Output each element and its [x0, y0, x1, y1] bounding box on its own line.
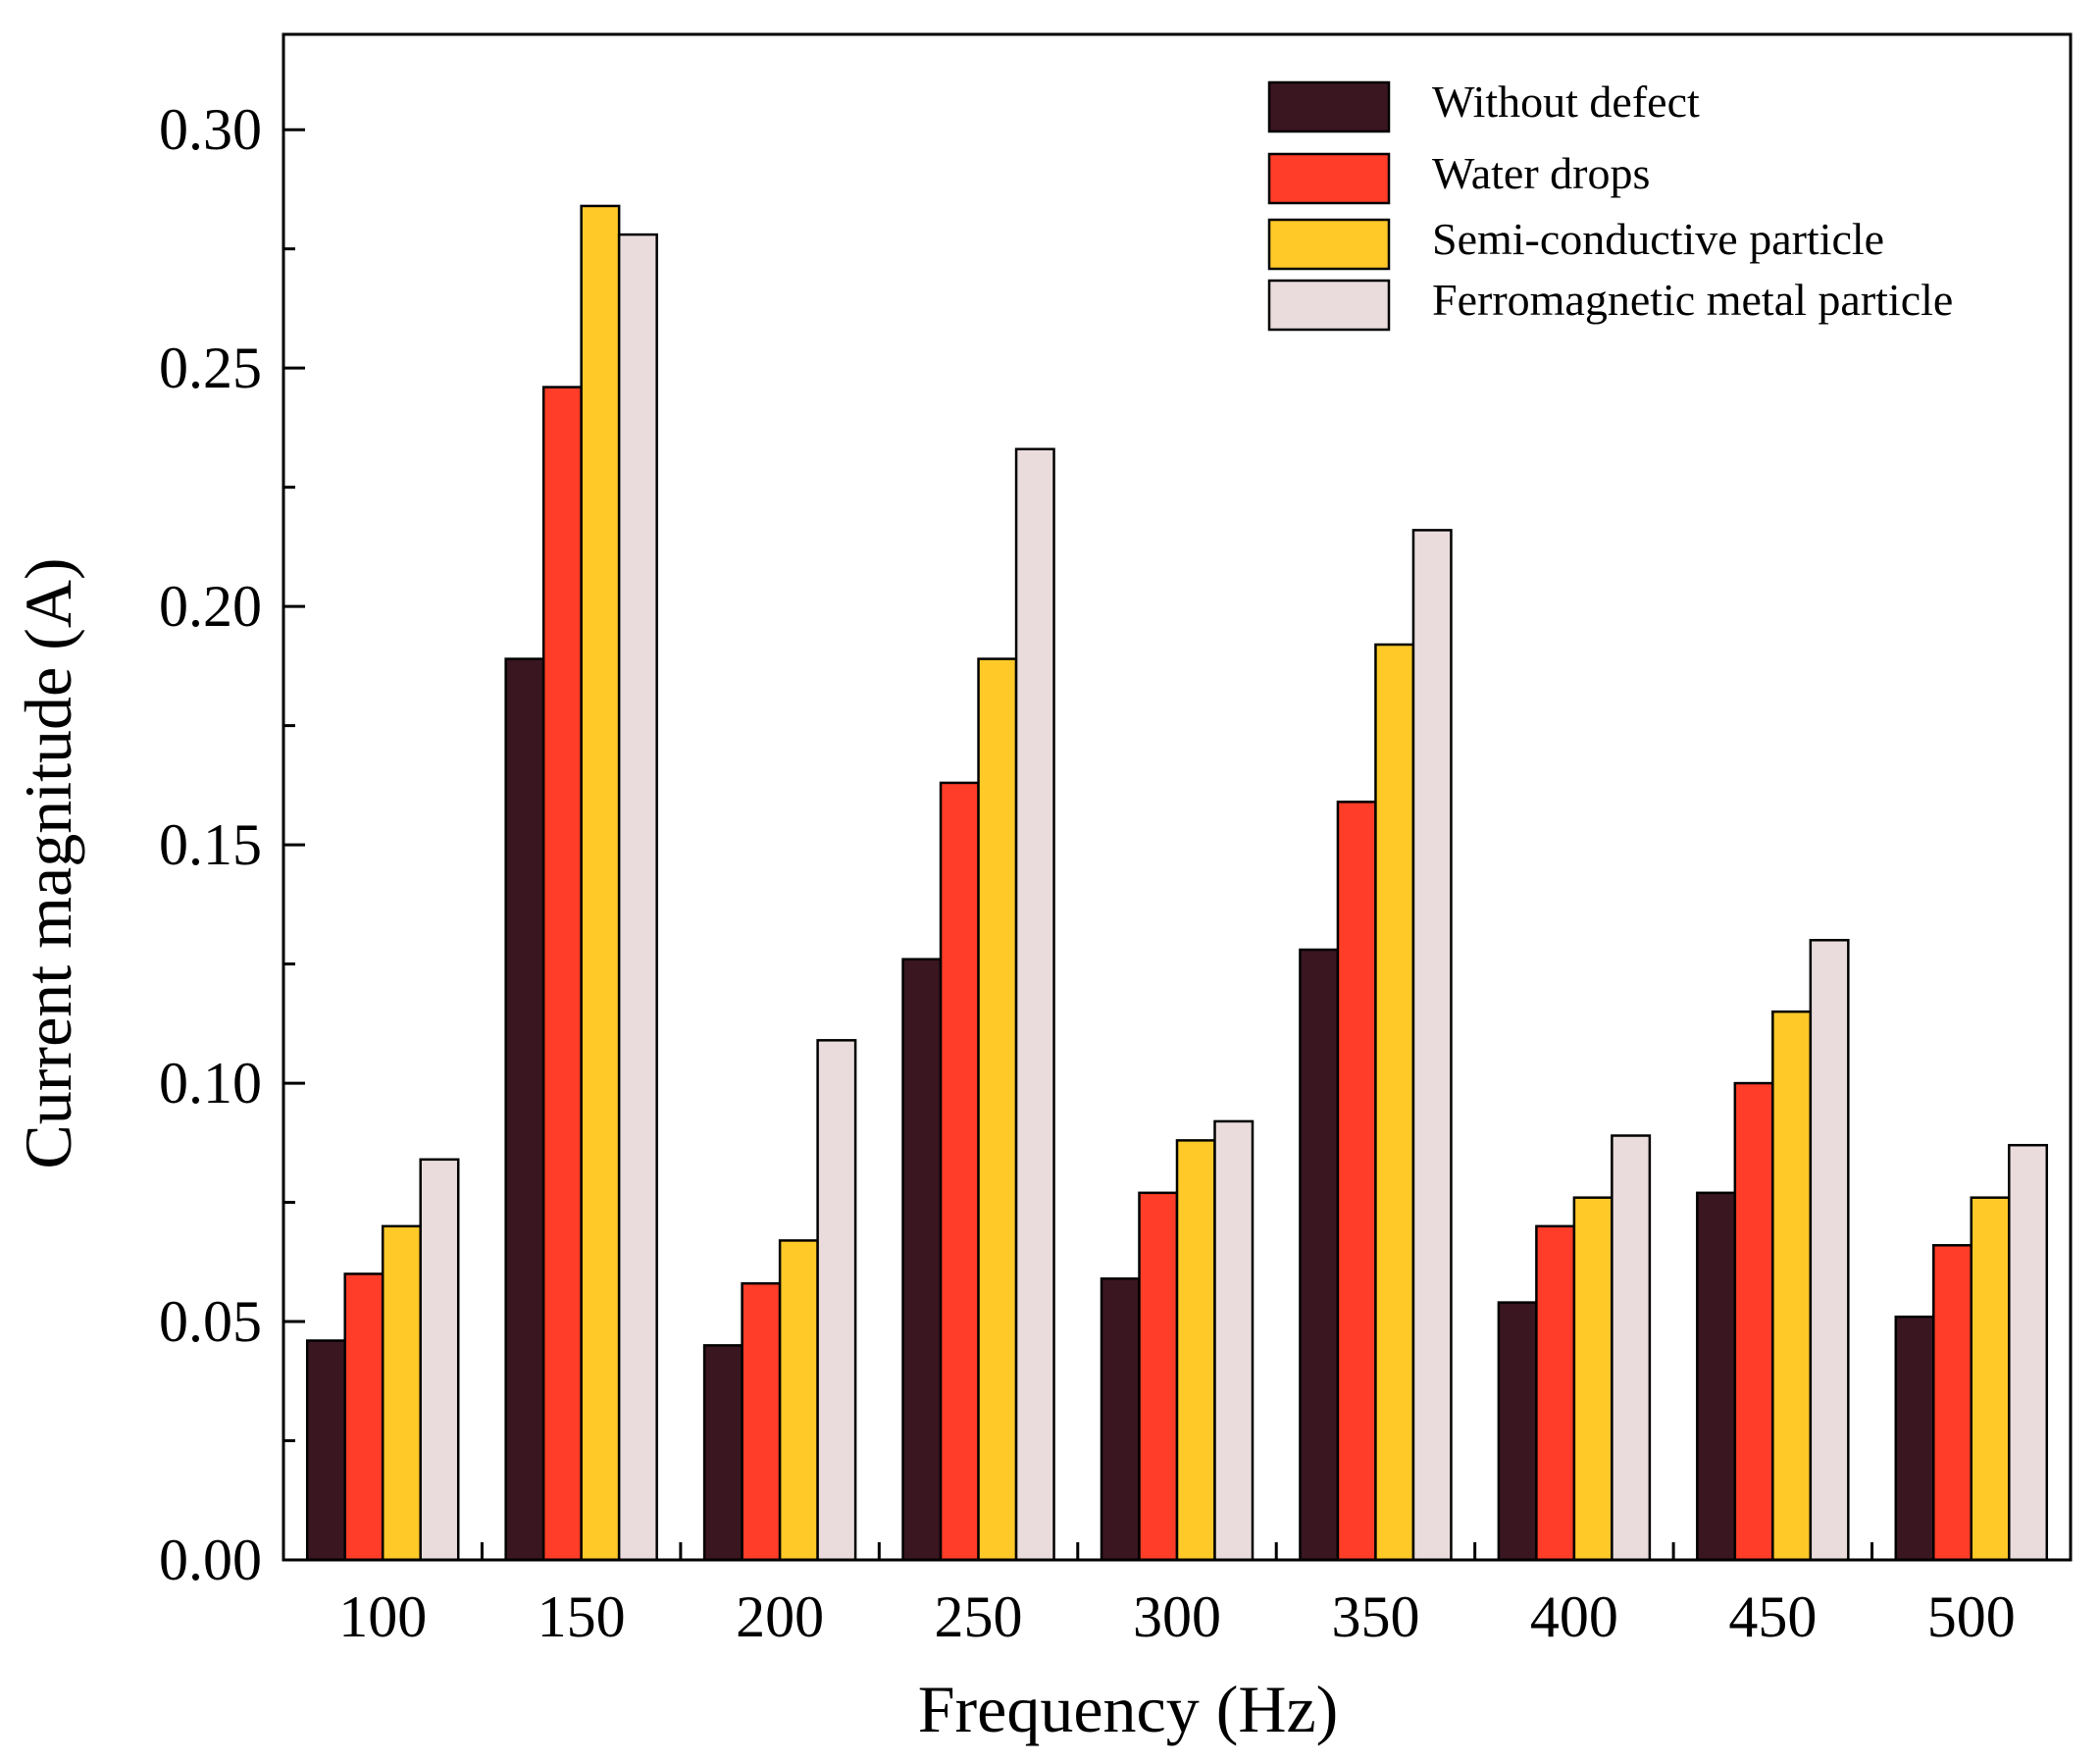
legend-label: Water drops: [1432, 148, 1650, 198]
bar-semi-conductive-particle-250: [977, 657, 1018, 1562]
bar-without-defect-450: [1696, 1191, 1737, 1562]
bar-without-defect-500: [1894, 1315, 1935, 1562]
bar-without-defect-150: [504, 657, 545, 1562]
legend-swatch: [1267, 218, 1391, 271]
x-axis-title: Frequency (Hz): [918, 1672, 1339, 1746]
bar-semi-conductive-particle-300: [1175, 1139, 1216, 1562]
y-tick-label: 0.20: [159, 574, 262, 639]
legend-label: Without defect: [1432, 77, 1700, 127]
bar-semi-conductive-particle-350: [1374, 643, 1415, 1562]
bar-ferromagnetic-metal-particle-450: [1809, 939, 1850, 1562]
y-axis-ticks: 0.00 0.05 0.10 0.15 0.20 0.25 0.30: [159, 97, 305, 1592]
bar-ferromagnetic-metal-particle-100: [419, 1158, 460, 1562]
bar-water-drops-200: [741, 1281, 782, 1562]
bar-water-drops-300: [1138, 1191, 1179, 1562]
y-tick-label: 0.30: [159, 97, 262, 162]
x-tick-label: 300: [1133, 1584, 1221, 1649]
bar-water-drops-100: [343, 1272, 384, 1562]
bar-without-defect-300: [1100, 1277, 1141, 1562]
legend: Without defect Water drops Semi-conductive…: [1267, 77, 1953, 332]
bar-ferromagnetic-metal-particle-500: [2008, 1143, 2049, 1562]
bar-without-defect-350: [1299, 948, 1340, 1562]
bar-semi-conductive-particle-450: [1771, 1010, 1813, 1562]
bar-water-drops-450: [1733, 1081, 1774, 1562]
x-tick-label: 100: [338, 1584, 427, 1649]
bar-semi-conductive-particle-150: [580, 204, 621, 1562]
bar-semi-conductive-particle-400: [1572, 1196, 1613, 1562]
x-tick-label: 350: [1331, 1584, 1419, 1649]
bar-ferromagnetic-metal-particle-200: [816, 1039, 857, 1562]
legend-swatch: [1267, 279, 1391, 332]
bar-ferromagnetic-metal-particle-250: [1014, 447, 1055, 1562]
x-tick-label: 250: [935, 1584, 1023, 1649]
legend-swatch: [1267, 152, 1391, 205]
bars-group: [305, 204, 2049, 1562]
bar-water-drops-350: [1336, 801, 1377, 1562]
bar-without-defect-200: [702, 1344, 743, 1562]
bar-without-defect-250: [901, 958, 943, 1562]
y-tick-label: 0.00: [159, 1528, 262, 1592]
y-axis-title: Current magnitude (A): [11, 557, 85, 1168]
bar-ferromagnetic-metal-particle-300: [1213, 1119, 1255, 1562]
y-tick-label: 0.05: [159, 1289, 262, 1354]
x-tick-label: 450: [1728, 1584, 1817, 1649]
bar-semi-conductive-particle-200: [778, 1239, 819, 1562]
bar-ferromagnetic-metal-particle-350: [1411, 529, 1453, 1562]
bar-water-drops-150: [541, 386, 583, 1562]
bar-semi-conductive-particle-100: [381, 1224, 422, 1562]
x-axis-ticks: 100 150 200 250 300 350 400 450 500: [338, 1542, 2016, 1649]
x-tick-label: 200: [736, 1584, 824, 1649]
y-tick-label: 0.10: [159, 1051, 262, 1115]
bar-water-drops-250: [939, 781, 980, 1562]
legend-swatch: [1267, 80, 1391, 133]
x-tick-label: 150: [538, 1584, 626, 1649]
bar-water-drops-400: [1535, 1224, 1576, 1562]
y-tick-label: 0.15: [159, 812, 262, 877]
x-tick-label: 400: [1530, 1584, 1618, 1649]
y-tick-label: 0.25: [159, 336, 262, 400]
bar-ferromagnetic-metal-particle-150: [617, 233, 658, 1562]
bar-without-defect-100: [305, 1339, 346, 1562]
x-tick-label: 500: [1927, 1584, 2016, 1649]
bar-without-defect-400: [1497, 1301, 1538, 1562]
bar-water-drops-500: [1932, 1244, 1973, 1562]
bar-ferromagnetic-metal-particle-400: [1611, 1134, 1652, 1562]
plot-frame: [282, 32, 2073, 1562]
legend-label: Semi-conductive particle: [1432, 214, 1884, 264]
legend-label: Ferromagnetic metal particle: [1432, 275, 1953, 325]
bar-semi-conductive-particle-500: [1970, 1196, 2011, 1562]
